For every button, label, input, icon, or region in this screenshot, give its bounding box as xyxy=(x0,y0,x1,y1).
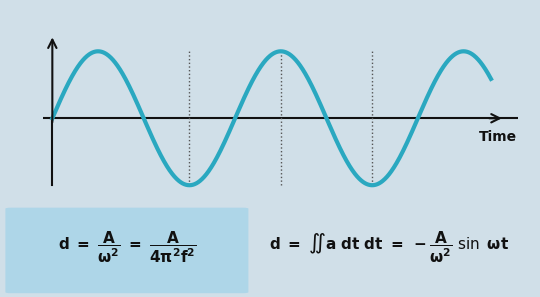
Text: Time: Time xyxy=(479,130,517,144)
FancyBboxPatch shape xyxy=(5,208,248,293)
Text: $\mathbf{d\ =\ \iint a\ dt\ dt\ =\ -\dfrac{A}{\omega^2}\ \sin\ \omega t}$: $\mathbf{d\ =\ \iint a\ dt\ dt\ =\ -\dfr… xyxy=(269,230,509,265)
Text: $\mathbf{d\ =\ \dfrac{A}{\omega^2}\ =\ \dfrac{A}{4\pi^2 f^2}}$: $\mathbf{d\ =\ \dfrac{A}{\omega^2}\ =\ \… xyxy=(58,230,196,265)
